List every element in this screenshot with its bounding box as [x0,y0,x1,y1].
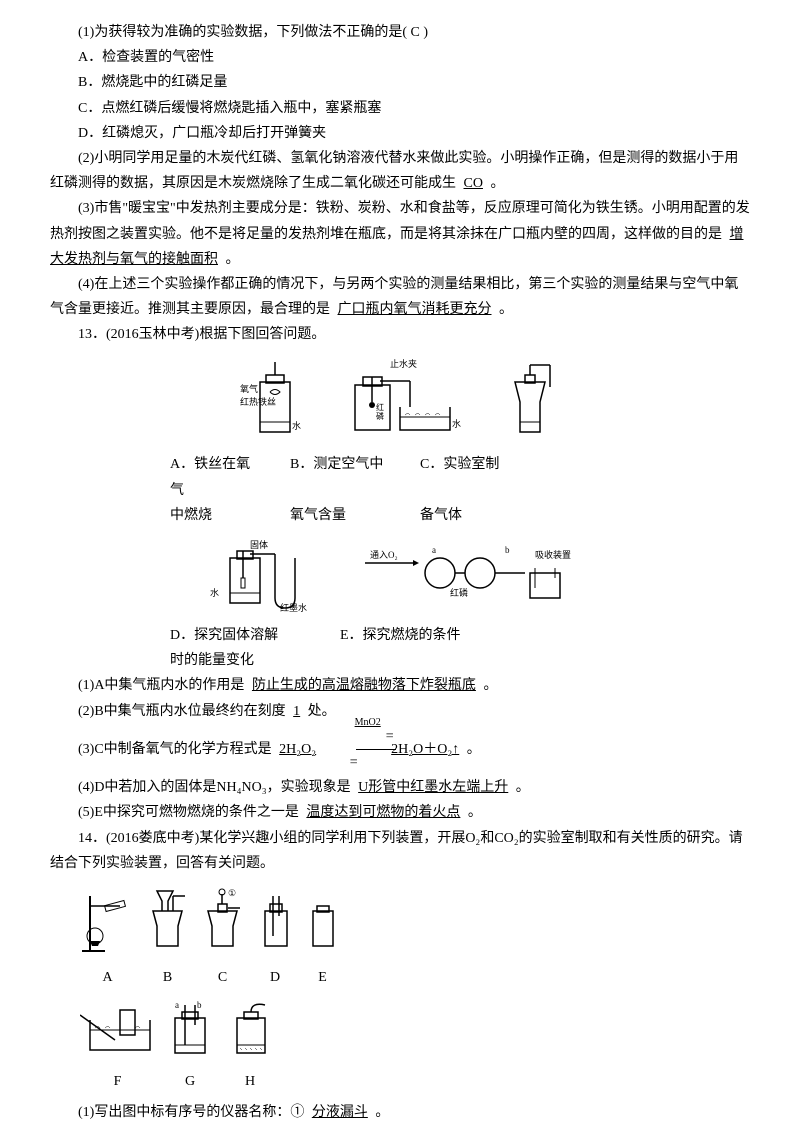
diagram-E: 通入O₂ a b 红磷 吸收装置 [365,538,595,613]
q3-text1: (3)市售"暖宝宝"中发热剂主要成分是：铁粉、炭粉、水和食盐等，反应原理可简化为… [50,201,750,241]
bottle-ab-icon: a b [165,1000,215,1060]
q13-sub5: (5)E中探究可燃物燃烧的条件之一是 温度达到可燃物的着火点 。 [50,800,750,825]
svg-text:吸收装置: 吸收装置 [535,549,571,560]
q3-text2: 。 [226,252,240,267]
svg-text:固体: 固体 [250,539,268,550]
q14-apparatus-row1: A B ① C D [80,886,750,990]
q1-optA: A．检查装置的气密性 [50,45,750,70]
svg-text:水: 水 [452,418,461,429]
q14-sub1: (1)写出图中标有序号的仪器名称：① 分液漏斗 。 [50,1100,750,1125]
collecting-bottle-icon [305,886,340,956]
q1-optB: B．燃烧匙中的红磷足量 [50,70,750,95]
q1-optD: D．红磷熄灭，广口瓶冷却后打开弹簧夹 [50,121,750,146]
q2-text: (2)小明同学用足量的木炭代红磷、氢氧化钠溶液代替水来做此实验。小明操作正确，但… [50,146,750,196]
diagC-label: C．实验室制 [420,452,510,502]
bottle-tubes-icon [255,886,295,956]
svg-text:通入O₂: 通入O₂ [370,550,398,560]
q13-labels-row2: D．探究固体溶解 时的能量变化 E．探究燃烧的条件 [170,623,750,673]
apparatus-B: B [145,886,190,990]
gas-prep-icon [500,357,560,442]
q1-stem: (1)为获得较为准确的实验数据，下列做法不正确的是( C ) [50,20,750,45]
dissolve-energy-icon: 固体 水 红墨水 [205,538,335,613]
q4-ans: 广口瓶内氧气消耗更充分 [334,302,496,317]
combustion-condition-icon: 通入O₂ a b 红磷 吸收装置 [365,538,595,613]
svg-text:①: ① [228,888,236,898]
svg-text:红磷: 红磷 [450,587,468,598]
svg-text:红热铁丝: 红热铁丝 [240,396,276,407]
flask-dropping-icon: ① [200,886,245,956]
diagram-B: 止水夹 红 磷 水 [340,357,470,442]
air-measure-icon: 止水夹 红 磷 水 [340,357,470,442]
apparatus-C: ① C [200,886,245,990]
q4-text: (4)在上述三个实验操作都正确的情况下，与另两个实验的测量结果相比，第三个实验的… [50,272,750,322]
q4-text2: 。 [499,302,513,317]
svg-text:水: 水 [292,420,301,431]
q13-labels-row1: A．铁丝在氧气 B．测定空气中 C．实验室制 [170,452,750,502]
svg-text:止水夹: 止水夹 [390,358,417,369]
retort-stand-icon [80,886,135,956]
q14-header: 14．(2016娄底中考)某化学兴趣小组的同学利用下列装置，开展O₂和CO₂的实… [50,826,750,876]
apparatus-E: E [305,886,340,990]
bottle-bent-tube-icon [225,1000,275,1060]
flask-funnel-icon [145,886,190,956]
apparatus-G: a b G [165,1000,215,1094]
svg-text:a: a [432,545,436,555]
q13-header: 13．(2016玉林中考)根据下图回答问题。 [50,322,750,347]
svg-text:磷: 磷 [376,411,384,421]
diagB-label: B．测定空气中 [290,452,390,502]
diagram-D: 固体 水 红墨水 [205,538,335,613]
apparatus-H: H [225,1000,275,1094]
q13-sub2: (2)B中集气瓶内水位最终约在刻度 1 处。 [50,699,750,724]
svg-text:b: b [505,545,510,555]
diagram-A: 氧气 红热铁丝 水 [240,357,310,442]
q3-text: (3)市售"暖宝宝"中发热剂主要成分是：铁粉、炭粉、水和食盐等，反应原理可简化为… [50,196,750,272]
diagram-C [500,357,560,442]
q13-sub4: (4)D中若加入的固体是NH₄NO₃，实验现象是 U形管中红墨水左端上升 。 [50,775,750,800]
water-trough-icon [80,1000,155,1060]
q13-diagrams-row1: 氧气 红热铁丝 水 止水夹 红 磷 水 [50,357,750,442]
apparatus-D: D [255,886,295,990]
q1-optC: C．点燃红磷后缓慢将燃烧匙插入瓶中，塞紧瓶塞 [50,96,750,121]
diagE-label: E．探究燃烧的条件 [340,623,490,673]
q2-ans: CO [460,176,487,191]
q13-labels-row1b: 中燃烧 氧气含量 备气体 [170,503,750,528]
q13-diagrams-row2: 固体 水 红墨水 通入O₂ a b 红磷 吸收装置 [50,538,750,613]
svg-text:红: 红 [376,402,384,412]
flask-iron-icon: 氧气 红热铁丝 水 [240,357,310,442]
diagD-label: D．探究固体溶解 时的能量变化 [170,623,300,673]
svg-text:氧气: 氧气 [240,383,258,394]
svg-text:b: b [197,1000,202,1010]
svg-text:红墨水: 红墨水 [280,602,307,613]
q13-sub3: (3)C中制备氧气的化学方程式是 2H₂O₂ MnO2 = = 2H₂O＋O₂↑… [50,724,750,775]
diagA-label: A．铁丝在氧气 [170,452,260,502]
q2-text2: 。 [490,176,504,191]
apparatus-A: A [80,886,135,990]
svg-text:水: 水 [210,587,219,598]
svg-text:a: a [175,1000,179,1010]
apparatus-F: F [80,1000,155,1094]
q14-apparatus-row2: F a b G H [80,1000,750,1094]
q2-text1: (2)小明同学用足量的木炭代红磷、氢氧化钠溶液代替水来做此实验。小明操作正确，但… [50,151,738,191]
q13-sub1: (1)A中集气瓶内水的作用是 防止生成的高温熔融物落下炸裂瓶底 。 [50,673,750,698]
